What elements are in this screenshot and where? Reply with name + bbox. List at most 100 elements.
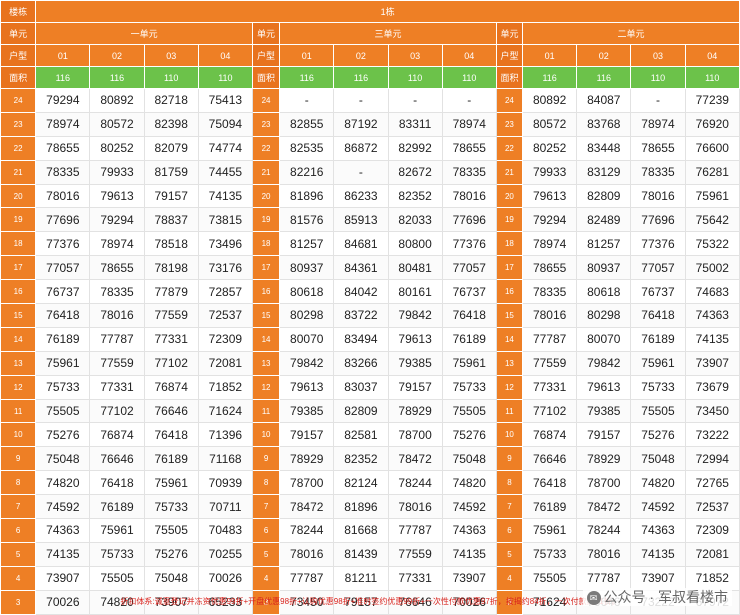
price-cell: 78655 [441,135,497,161]
price-cell: 75276 [630,422,686,448]
price-cell: 76189 [143,446,199,472]
price-cell: 76418 [35,303,91,328]
price-cell: 80800 [387,231,443,257]
price-cell: 77376 [630,231,686,257]
price-cell: 80161 [387,279,443,305]
floor-number: 19 [495,207,524,233]
price-cell: 74592 [35,494,91,520]
price-cell: 72081 [197,350,253,376]
table-row: 6 74363 75961 75505 70483 6 78244 81668 77787 743… [0,518,740,543]
floor-number: 4 [495,565,524,591]
price-cell: 71852 [684,565,740,591]
price-cell: 75505 [89,565,145,591]
table-row: 7 74592 76189 75733 70711 7 78472 81896 78016 745… [0,494,740,520]
price-cell: 71168 [197,446,253,472]
floor-number: 24 [495,88,524,113]
price-cell: 72994 [684,446,740,472]
price-cell: 75961 [630,350,686,376]
price-cell: 78974 [441,111,497,137]
floor-number: 9 [495,446,524,472]
price-cell: 76189 [630,326,686,352]
price-cell: 80298 [279,303,335,328]
unit-type-cell: 04 [441,44,497,67]
unit-area-cell: 116 [333,66,389,89]
price-cell: 71852 [197,374,253,400]
unit-area-cell: 110 [684,66,740,89]
price-cell: 72765 [684,470,740,496]
unit-area-cell: 116 [89,66,145,89]
unit-label: 单元 [251,22,281,45]
floor-number: 14 [0,326,37,352]
floor-number: 8 [0,470,37,496]
price-cell: 76418 [441,303,497,328]
price-cell: 73907 [684,350,740,376]
price-cell: 74820 [441,470,497,496]
price-cell: 78655 [630,135,686,161]
price-cell: 78244 [387,470,443,496]
price-cell: 83722 [333,303,389,328]
price-cell: 78700 [387,422,443,448]
price-cell: 74363 [35,518,91,543]
price-cell: 77559 [387,541,443,567]
price-cell: 79294 [35,88,91,113]
table-row: 15 76418 78016 77559 72537 15 80298 83722 79842 7… [0,303,740,328]
price-cell: 77331 [89,374,145,400]
price-cell: 70711 [197,494,253,520]
price-cell: 80892 [522,88,578,113]
price-cell: 78335 [522,279,578,305]
price-cell: 82718 [143,88,199,113]
price-cell: 73222 [684,422,740,448]
unit-type-cell: 03 [630,44,686,67]
floor-number: 24 [251,88,281,113]
table-row: 4 73907 75505 75048 70026 4 77787 81211 77331 739… [0,565,740,591]
price-cell: 79613 [279,374,335,400]
price-cell: 74820 [630,470,686,496]
price-cell: 81211 [333,565,389,591]
floor-number: 9 [0,446,37,472]
price-cell: - [441,88,497,113]
price-cell: 75505 [35,398,91,424]
unit-3-header: 三单元 [279,22,497,45]
area-label: 面积 [251,66,281,89]
price-cell: 75048 [143,565,199,591]
price-cell: 75961 [684,183,740,209]
price-cell: 78974 [89,231,145,257]
price-cell: 70483 [197,518,253,543]
floor-number: 16 [251,279,281,305]
floor-number: 13 [495,350,524,376]
price-cell: 74820 [35,470,91,496]
price-cell: 83037 [333,374,389,400]
price-cell: 73679 [684,374,740,400]
price-cell: 81896 [279,183,335,209]
price-cell: 75733 [89,541,145,567]
price-cell: 72537 [197,303,253,328]
price-cell: 72309 [684,518,740,543]
price-cell: 77559 [143,303,199,328]
price-cell: 87192 [333,111,389,137]
price-cell: 80070 [279,326,335,352]
price-cell: 77331 [143,326,199,352]
unit-area-cell: 110 [441,66,497,89]
price-cell: 78655 [35,135,91,161]
floor-number: 11 [251,398,281,424]
floor-number: 15 [495,303,524,328]
price-cell: 78016 [441,183,497,209]
price-cell: 77331 [387,565,443,591]
price-cell: 80252 [89,135,145,161]
price-cell: 71396 [197,422,253,448]
floor-number: 6 [251,518,281,543]
price-cell: 79157 [387,374,443,400]
floor-number: 5 [0,541,37,567]
unit-type-cell: 02 [89,44,145,67]
account-watermark: ✉ 公众号 · 军叔看楼市 [582,588,732,606]
price-cell: 75413 [197,88,253,113]
price-cell: 77787 [279,565,335,591]
price-cell: 78016 [630,183,686,209]
price-cell: 73450 [684,398,740,424]
floor-number: 6 [495,518,524,543]
table-row: 22 78655 80252 82079 74774 22 82535 86872 82992 7… [0,135,740,161]
price-cell: 75505 [630,398,686,424]
price-cell: 75733 [630,374,686,400]
price-cell: 72857 [197,279,253,305]
floor-number: 19 [251,207,281,233]
